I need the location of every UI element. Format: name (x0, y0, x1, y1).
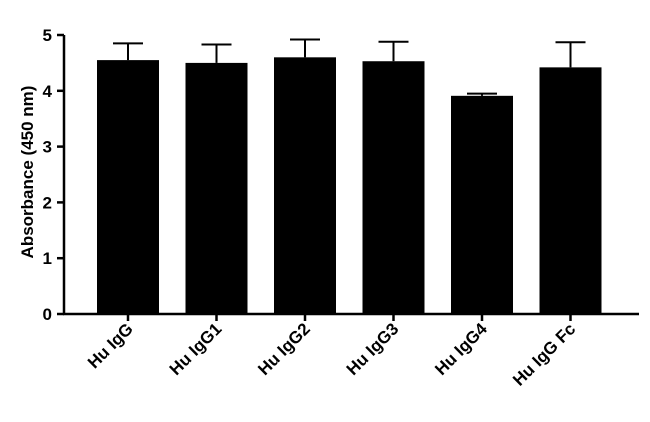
bar (97, 60, 159, 314)
x-tick-label: Hu IgG3 (343, 319, 403, 379)
y-tick-label: 4 (43, 82, 53, 101)
y-tick-label: 2 (43, 193, 52, 212)
y-ticks: 0 1 2 3 4 5 (43, 26, 64, 324)
bar (185, 62, 248, 315)
y-tick-label: 3 (43, 138, 52, 157)
bar (274, 57, 336, 314)
x-tick-label: Hu IgG2 (254, 319, 314, 379)
bars (97, 57, 602, 315)
x-tick-label: Hu IgG Fc (509, 319, 579, 389)
y-tick-label: 5 (43, 26, 52, 45)
x-tick-label: Hu IgG (84, 319, 137, 372)
x-tick-label: Hu IgG1 (166, 319, 226, 379)
x-tick-label: Hu IgG4 (431, 319, 491, 379)
bar (539, 67, 602, 314)
y-axis-title: Absorbance (450 nm) (18, 86, 37, 259)
y-tick-label: 1 (43, 249, 52, 268)
y-tick-label: 0 (43, 305, 52, 324)
bar (362, 61, 425, 315)
error-bars (113, 38, 586, 96)
bar (451, 95, 513, 315)
x-tick-labels: Hu IgG Hu IgG1 Hu IgG2 Hu IgG3 Hu IgG4 Hu IgG… (84, 314, 579, 390)
